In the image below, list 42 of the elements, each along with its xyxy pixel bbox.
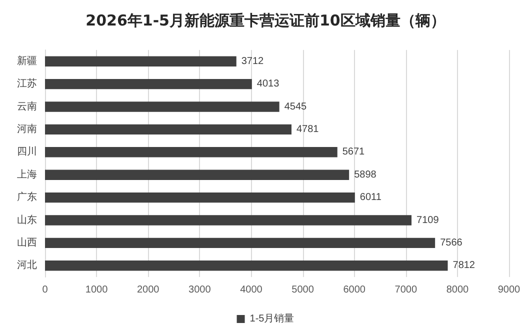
data-label: 7566 bbox=[440, 237, 463, 248]
data-label: 5671 bbox=[342, 146, 366, 158]
y-tick-label: 上海 bbox=[17, 168, 37, 180]
x-tick-label: 9000 bbox=[498, 284, 521, 296]
bar bbox=[45, 260, 448, 271]
y-tick-label: 江苏 bbox=[17, 78, 37, 90]
bar bbox=[45, 56, 236, 66]
x-tick-label: 4000 bbox=[240, 284, 263, 296]
legend-label: 1-5月销量 bbox=[250, 314, 294, 324]
x-tick-label: 3000 bbox=[188, 284, 212, 296]
y-tick-label: 四川 bbox=[17, 146, 37, 158]
x-tick-label: 2000 bbox=[136, 284, 160, 296]
data-label: 4545 bbox=[284, 101, 308, 112]
y-tick-label: 广东 bbox=[17, 191, 37, 204]
bar bbox=[45, 192, 355, 203]
bar bbox=[45, 215, 412, 226]
data-label: 5898 bbox=[354, 169, 377, 180]
x-tick-label: 0 bbox=[42, 284, 48, 296]
x-tick-label: 8000 bbox=[446, 284, 470, 296]
data-label: 3712 bbox=[241, 56, 264, 67]
data-label: 7109 bbox=[416, 214, 440, 226]
bar bbox=[45, 124, 292, 135]
x-tick-label: 5000 bbox=[292, 284, 314, 296]
y-tick-label: 河北 bbox=[17, 259, 37, 272]
data-label: 4781 bbox=[296, 124, 320, 135]
x-tick-label: 6000 bbox=[343, 284, 366, 296]
bar bbox=[45, 102, 280, 112]
y-tick-label: 山东 bbox=[17, 214, 37, 226]
bar bbox=[45, 78, 252, 90]
data-label: 7812 bbox=[452, 260, 476, 272]
y-tick-label: 新疆 bbox=[17, 54, 37, 67]
y-tick-label: 山西 bbox=[17, 236, 37, 248]
x-tick-label: 1000 bbox=[85, 284, 108, 296]
bar bbox=[45, 238, 436, 248]
y-tick-label: 云南 bbox=[17, 100, 37, 112]
data-label: 4013 bbox=[256, 78, 280, 90]
data-label: 6011 bbox=[360, 192, 382, 204]
x-tick-label: 7000 bbox=[394, 284, 418, 296]
y-tick-label: 河南 bbox=[17, 122, 37, 135]
bar bbox=[45, 170, 350, 180]
bar bbox=[45, 147, 338, 158]
chart-title: 2026年1-5月新能源重卡营运证前10区域销量（辆） bbox=[86, 12, 446, 30]
